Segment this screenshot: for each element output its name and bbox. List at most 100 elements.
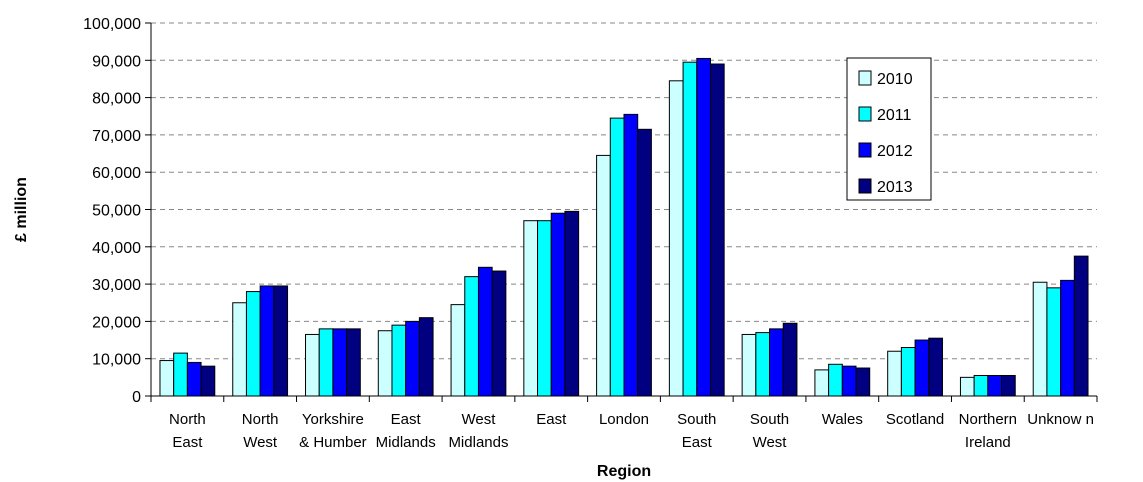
bar-2012	[550, 212, 566, 397]
bar-2013	[855, 367, 871, 397]
bar-2013	[491, 270, 507, 397]
x-category-label: North	[242, 411, 279, 428]
x-category-label: Unknow n	[1027, 411, 1094, 428]
x-category-label: Ireland	[965, 434, 1011, 451]
bar-2012	[987, 374, 1003, 397]
y-tick-labels: 0 10,000 20,000 30,000 40,000 50,000 60,000 70,…	[83, 16, 141, 406]
bar-2012	[477, 266, 493, 397]
bar-2012	[623, 113, 639, 397]
bar-2012	[769, 328, 784, 397]
bar-2010	[450, 304, 466, 397]
x-category-label: Scotland	[886, 411, 944, 428]
y-tick-label: 50,000	[92, 203, 141, 220]
x-category-label: & Humber	[299, 434, 367, 451]
legend-label: 2013	[877, 179, 913, 196]
bar-2010	[596, 154, 611, 397]
bar-2011	[391, 324, 407, 397]
bar-2011	[828, 363, 843, 397]
x-category-label: Midlands	[448, 434, 508, 451]
bar-2011	[318, 328, 334, 397]
x-category-label: Wales	[822, 411, 863, 428]
y-axis-title: £ million	[13, 177, 30, 242]
legend-swatch	[858, 178, 872, 194]
x-category-labels: North East North West Yorkshire & Humber East M…	[169, 411, 1094, 451]
bar-2012	[332, 328, 348, 397]
bar-2013	[782, 322, 798, 397]
bar-2011	[1046, 287, 1062, 397]
bar-2011	[900, 347, 916, 397]
bar-2010	[305, 333, 320, 397]
bar-2012	[914, 339, 930, 397]
legend-label: 2010	[877, 71, 913, 88]
bar-2011	[973, 374, 989, 397]
legend: 2010 2011 2012 2013	[846, 57, 932, 201]
y-tick-label: 70,000	[92, 128, 141, 145]
x-category-label: West	[462, 411, 497, 428]
bar-2010	[814, 369, 830, 397]
legend-swatch	[858, 142, 872, 158]
bar-2010	[159, 360, 175, 397]
bar-2011	[755, 332, 771, 397]
x-category-label: East	[391, 411, 422, 428]
x-category-label: North	[169, 411, 206, 428]
bar-2012	[841, 365, 857, 397]
y-tick-label: 10,000	[92, 352, 141, 369]
y-tick-label: 100,000	[83, 16, 141, 33]
x-category-label: West	[243, 434, 278, 451]
y-tick-label: 40,000	[92, 240, 141, 257]
bar-2010	[232, 302, 247, 397]
x-category-label: South	[750, 411, 789, 428]
bar-2012	[1060, 279, 1075, 397]
y-tick-label: 80,000	[92, 91, 141, 108]
bar-2011	[537, 220, 552, 397]
bar-2010	[1032, 281, 1048, 397]
bar-2010	[887, 350, 902, 397]
y-tick-label: 60,000	[92, 165, 141, 182]
bar-2013	[564, 210, 580, 397]
bar-2010	[523, 220, 539, 397]
bar-2013	[637, 128, 652, 397]
x-category-label: Northern	[959, 411, 1017, 428]
bars	[159, 57, 1089, 397]
bar-2013	[709, 63, 725, 397]
bar-2010	[668, 80, 684, 397]
x-category-label: South	[677, 411, 716, 428]
bar-2013	[1001, 374, 1016, 397]
bar-2013	[273, 285, 289, 397]
bar-2011	[245, 291, 261, 397]
bar-2011	[682, 61, 698, 397]
y-tick-label: 0	[132, 389, 141, 406]
y-tick-label: 30,000	[92, 277, 141, 294]
bar-2011	[173, 352, 188, 397]
x-category-label: East	[536, 411, 567, 428]
x-axis-title: Region	[597, 463, 651, 480]
y-tick-label: 90,000	[92, 53, 141, 70]
axes	[145, 22, 1098, 402]
bar-2013	[418, 317, 434, 397]
x-category-label: Yorkshire	[302, 411, 364, 428]
bar-2013	[200, 365, 216, 397]
legend-label: 2012	[877, 143, 913, 160]
x-category-label: East	[172, 434, 203, 451]
y-tick-label: 20,000	[92, 314, 141, 331]
bar-2012	[405, 320, 420, 397]
bar-2012	[696, 57, 711, 397]
x-category-label: East	[682, 434, 713, 451]
bar-2010	[377, 330, 393, 397]
legend-label: 2011	[877, 107, 912, 124]
bar-2010	[741, 333, 757, 397]
x-category-label: West	[753, 434, 788, 451]
legend-swatch	[858, 70, 872, 86]
legend-swatch	[858, 106, 872, 122]
bar-2010	[959, 376, 975, 397]
bar-2013	[346, 328, 361, 397]
bar-2012	[259, 285, 275, 397]
bar-2013	[1073, 255, 1089, 397]
x-category-label: London	[599, 411, 649, 428]
bar-2013	[928, 337, 943, 397]
bar-2011	[609, 117, 625, 397]
bar-2011	[464, 276, 479, 397]
x-category-label: Midlands	[376, 434, 436, 451]
